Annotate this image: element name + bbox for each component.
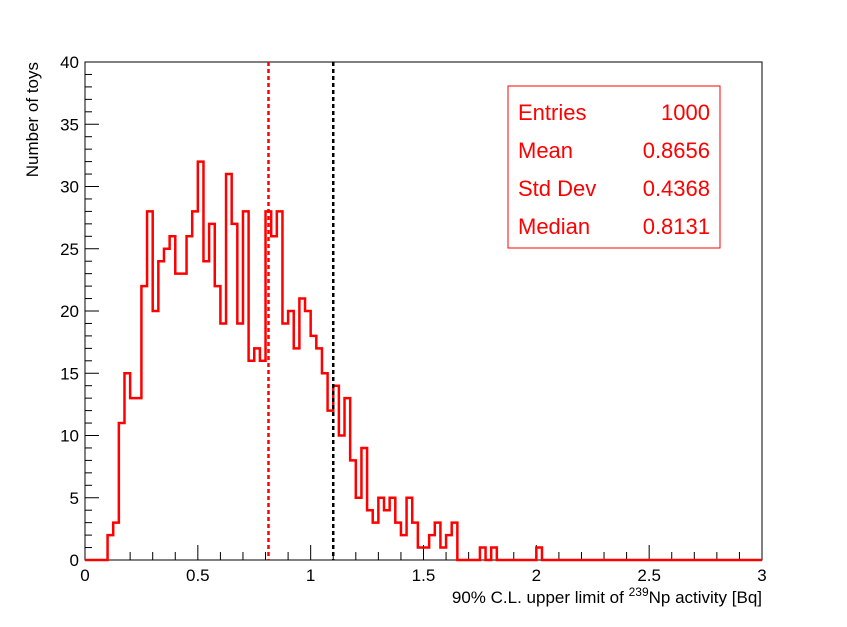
y-tick-label: 0 — [70, 551, 79, 570]
histogram-bin — [440, 548, 446, 560]
histogram-bin — [339, 436, 345, 561]
y-tick-label: 30 — [60, 178, 79, 197]
histogram-bin — [311, 336, 317, 560]
stats-value: 0.4368 — [643, 176, 710, 201]
x-tick-label: 1 — [306, 566, 315, 585]
x-tick-label: 2 — [532, 566, 541, 585]
histogram-bin — [384, 510, 390, 560]
axes: 0 5 10 15 20 25 30 35 40 0 0.5 1 1.5 2 2.5 3 — [60, 53, 767, 585]
histogram-bin — [175, 274, 181, 560]
histogram-bin — [356, 498, 362, 560]
histogram-bin — [181, 274, 187, 560]
histogram-bin — [203, 261, 209, 560]
histogram-bin — [153, 311, 159, 560]
histogram-bin — [130, 398, 136, 560]
axis-labels: 90% C.L. upper limit of 239Np activity [… — [23, 62, 762, 607]
y-tick-label: 25 — [60, 240, 79, 259]
stats-label: Std Dev — [518, 176, 596, 201]
y-tick-label: 5 — [70, 489, 79, 508]
histogram-bin — [215, 286, 221, 560]
stats-label: Mean — [518, 138, 573, 163]
stats-value: 0.8131 — [643, 214, 710, 239]
x-axis-title: 90% C.L. upper limit of 239Np activity [… — [452, 585, 762, 607]
histogram-bin — [136, 398, 142, 560]
histogram-bin — [164, 249, 170, 560]
y-axis-title: Number of toys — [23, 62, 42, 177]
histogram-bin — [192, 211, 198, 560]
y-tick-label: 35 — [60, 115, 79, 134]
histogram-bin — [305, 311, 311, 560]
x-tick-label: 1.5 — [412, 566, 436, 585]
y-tick-label: 15 — [60, 364, 79, 383]
histogram-bin — [187, 236, 193, 560]
stats-label: Median — [518, 214, 590, 239]
histogram-bin — [316, 348, 322, 560]
histogram-bin — [170, 236, 176, 560]
x-tick-label: 3 — [757, 566, 766, 585]
histogram-bin — [373, 523, 379, 560]
histogram-series — [85, 160, 762, 562]
stats-label: Entries — [518, 100, 586, 125]
histogram-bin — [220, 323, 226, 560]
y-tick-label: 20 — [60, 302, 79, 321]
histogram-bin — [418, 548, 424, 560]
histogram-bin — [249, 361, 255, 560]
reference-lines — [267, 62, 335, 560]
histogram-bin — [237, 323, 243, 560]
x-tick-label: 2.5 — [637, 566, 661, 585]
histogram-bin — [254, 348, 260, 560]
histogram-bin — [294, 348, 300, 560]
histogram-bin — [260, 361, 266, 560]
stats-value: 1000 — [661, 100, 710, 125]
x-tick-label: 0 — [80, 566, 89, 585]
stats-box-frame — [507, 85, 721, 249]
stats-box: Entries 1000 Mean 0.8656 Std Dev 0.4368 Median… — [507, 85, 721, 249]
histogram-outline — [85, 160, 762, 562]
histogram-bin — [271, 236, 277, 560]
histogram-bin — [401, 535, 407, 560]
y-tick-label: 40 — [60, 53, 79, 72]
stats-value: 0.8656 — [643, 138, 710, 163]
histogram-bin — [424, 548, 430, 560]
histogram-bin — [282, 323, 288, 560]
x-tick-label: 0.5 — [186, 566, 210, 585]
y-tick-label: 10 — [60, 427, 79, 446]
